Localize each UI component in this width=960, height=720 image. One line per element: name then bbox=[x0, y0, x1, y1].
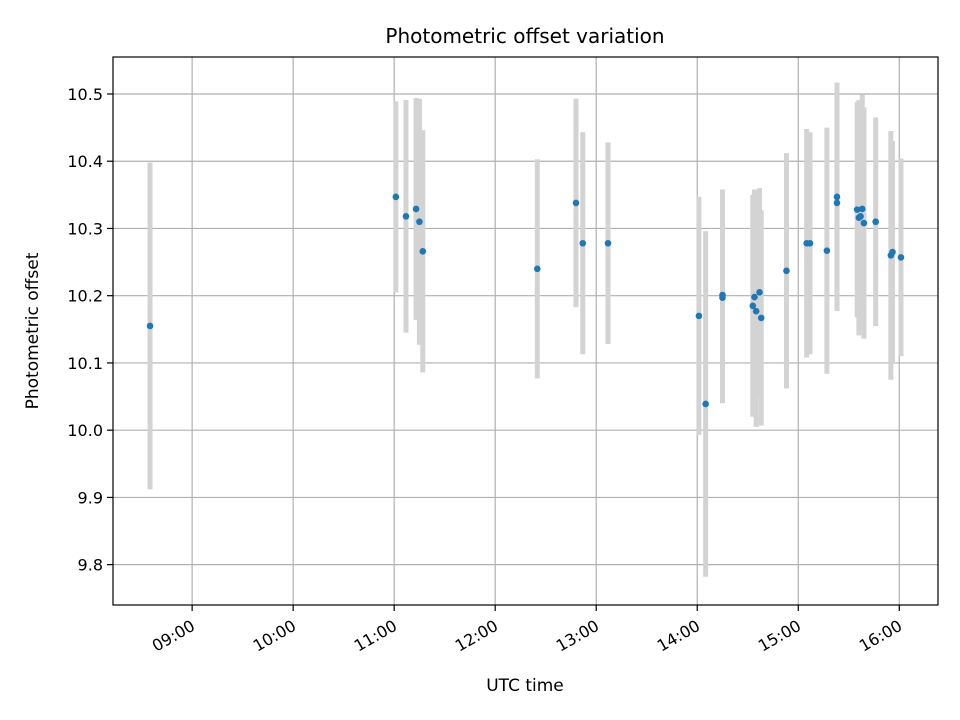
data-point bbox=[579, 239, 587, 247]
data-point bbox=[416, 218, 423, 226]
y-tick-label: 9.9 bbox=[78, 488, 103, 507]
data-point bbox=[146, 322, 154, 330]
x-axis-label: UTC time bbox=[486, 676, 564, 696]
data-point bbox=[572, 199, 580, 207]
data-point bbox=[823, 247, 831, 254]
y-tick-label: 9.8 bbox=[78, 556, 103, 575]
data-point bbox=[783, 267, 790, 275]
data-point bbox=[412, 205, 420, 213]
data-point bbox=[806, 239, 814, 247]
data-point bbox=[756, 289, 763, 296]
data-point bbox=[749, 302, 757, 310]
y-tick-label: 10.3 bbox=[67, 219, 103, 238]
y-tick-label: 10.1 bbox=[67, 354, 103, 373]
y-tick-label: 10.0 bbox=[67, 421, 103, 440]
data-points bbox=[146, 193, 905, 408]
data-point bbox=[702, 400, 709, 408]
data-point bbox=[751, 293, 758, 301]
plot-frame bbox=[112, 56, 939, 606]
data-point bbox=[897, 254, 905, 261]
data-point bbox=[833, 199, 841, 207]
y-tick-label: 10.2 bbox=[67, 287, 103, 306]
data-point bbox=[857, 213, 864, 220]
y-axis-ticks: 9.8 9.9 10.0 10.1 10.2 10.3 10.4 10.5 bbox=[67, 85, 113, 575]
data-point bbox=[889, 248, 896, 256]
y-tick-label: 10.4 bbox=[67, 152, 103, 171]
y-tick-label: 10.5 bbox=[67, 85, 103, 104]
data-point bbox=[858, 205, 866, 213]
data-point bbox=[752, 307, 760, 315]
data-point bbox=[533, 265, 541, 273]
data-point bbox=[853, 206, 861, 213]
data-point bbox=[419, 248, 427, 255]
data-point bbox=[695, 312, 703, 320]
y-axis-label: Photometric offset bbox=[23, 252, 43, 409]
data-point bbox=[860, 219, 868, 227]
data-point bbox=[719, 294, 726, 302]
data-point bbox=[392, 193, 400, 201]
data-point bbox=[872, 218, 880, 226]
data-point bbox=[604, 239, 612, 247]
data-point bbox=[757, 314, 765, 322]
data-point bbox=[402, 213, 410, 220]
chart-title: Photometric offset variation bbox=[385, 24, 664, 48]
data-point bbox=[833, 193, 841, 201]
